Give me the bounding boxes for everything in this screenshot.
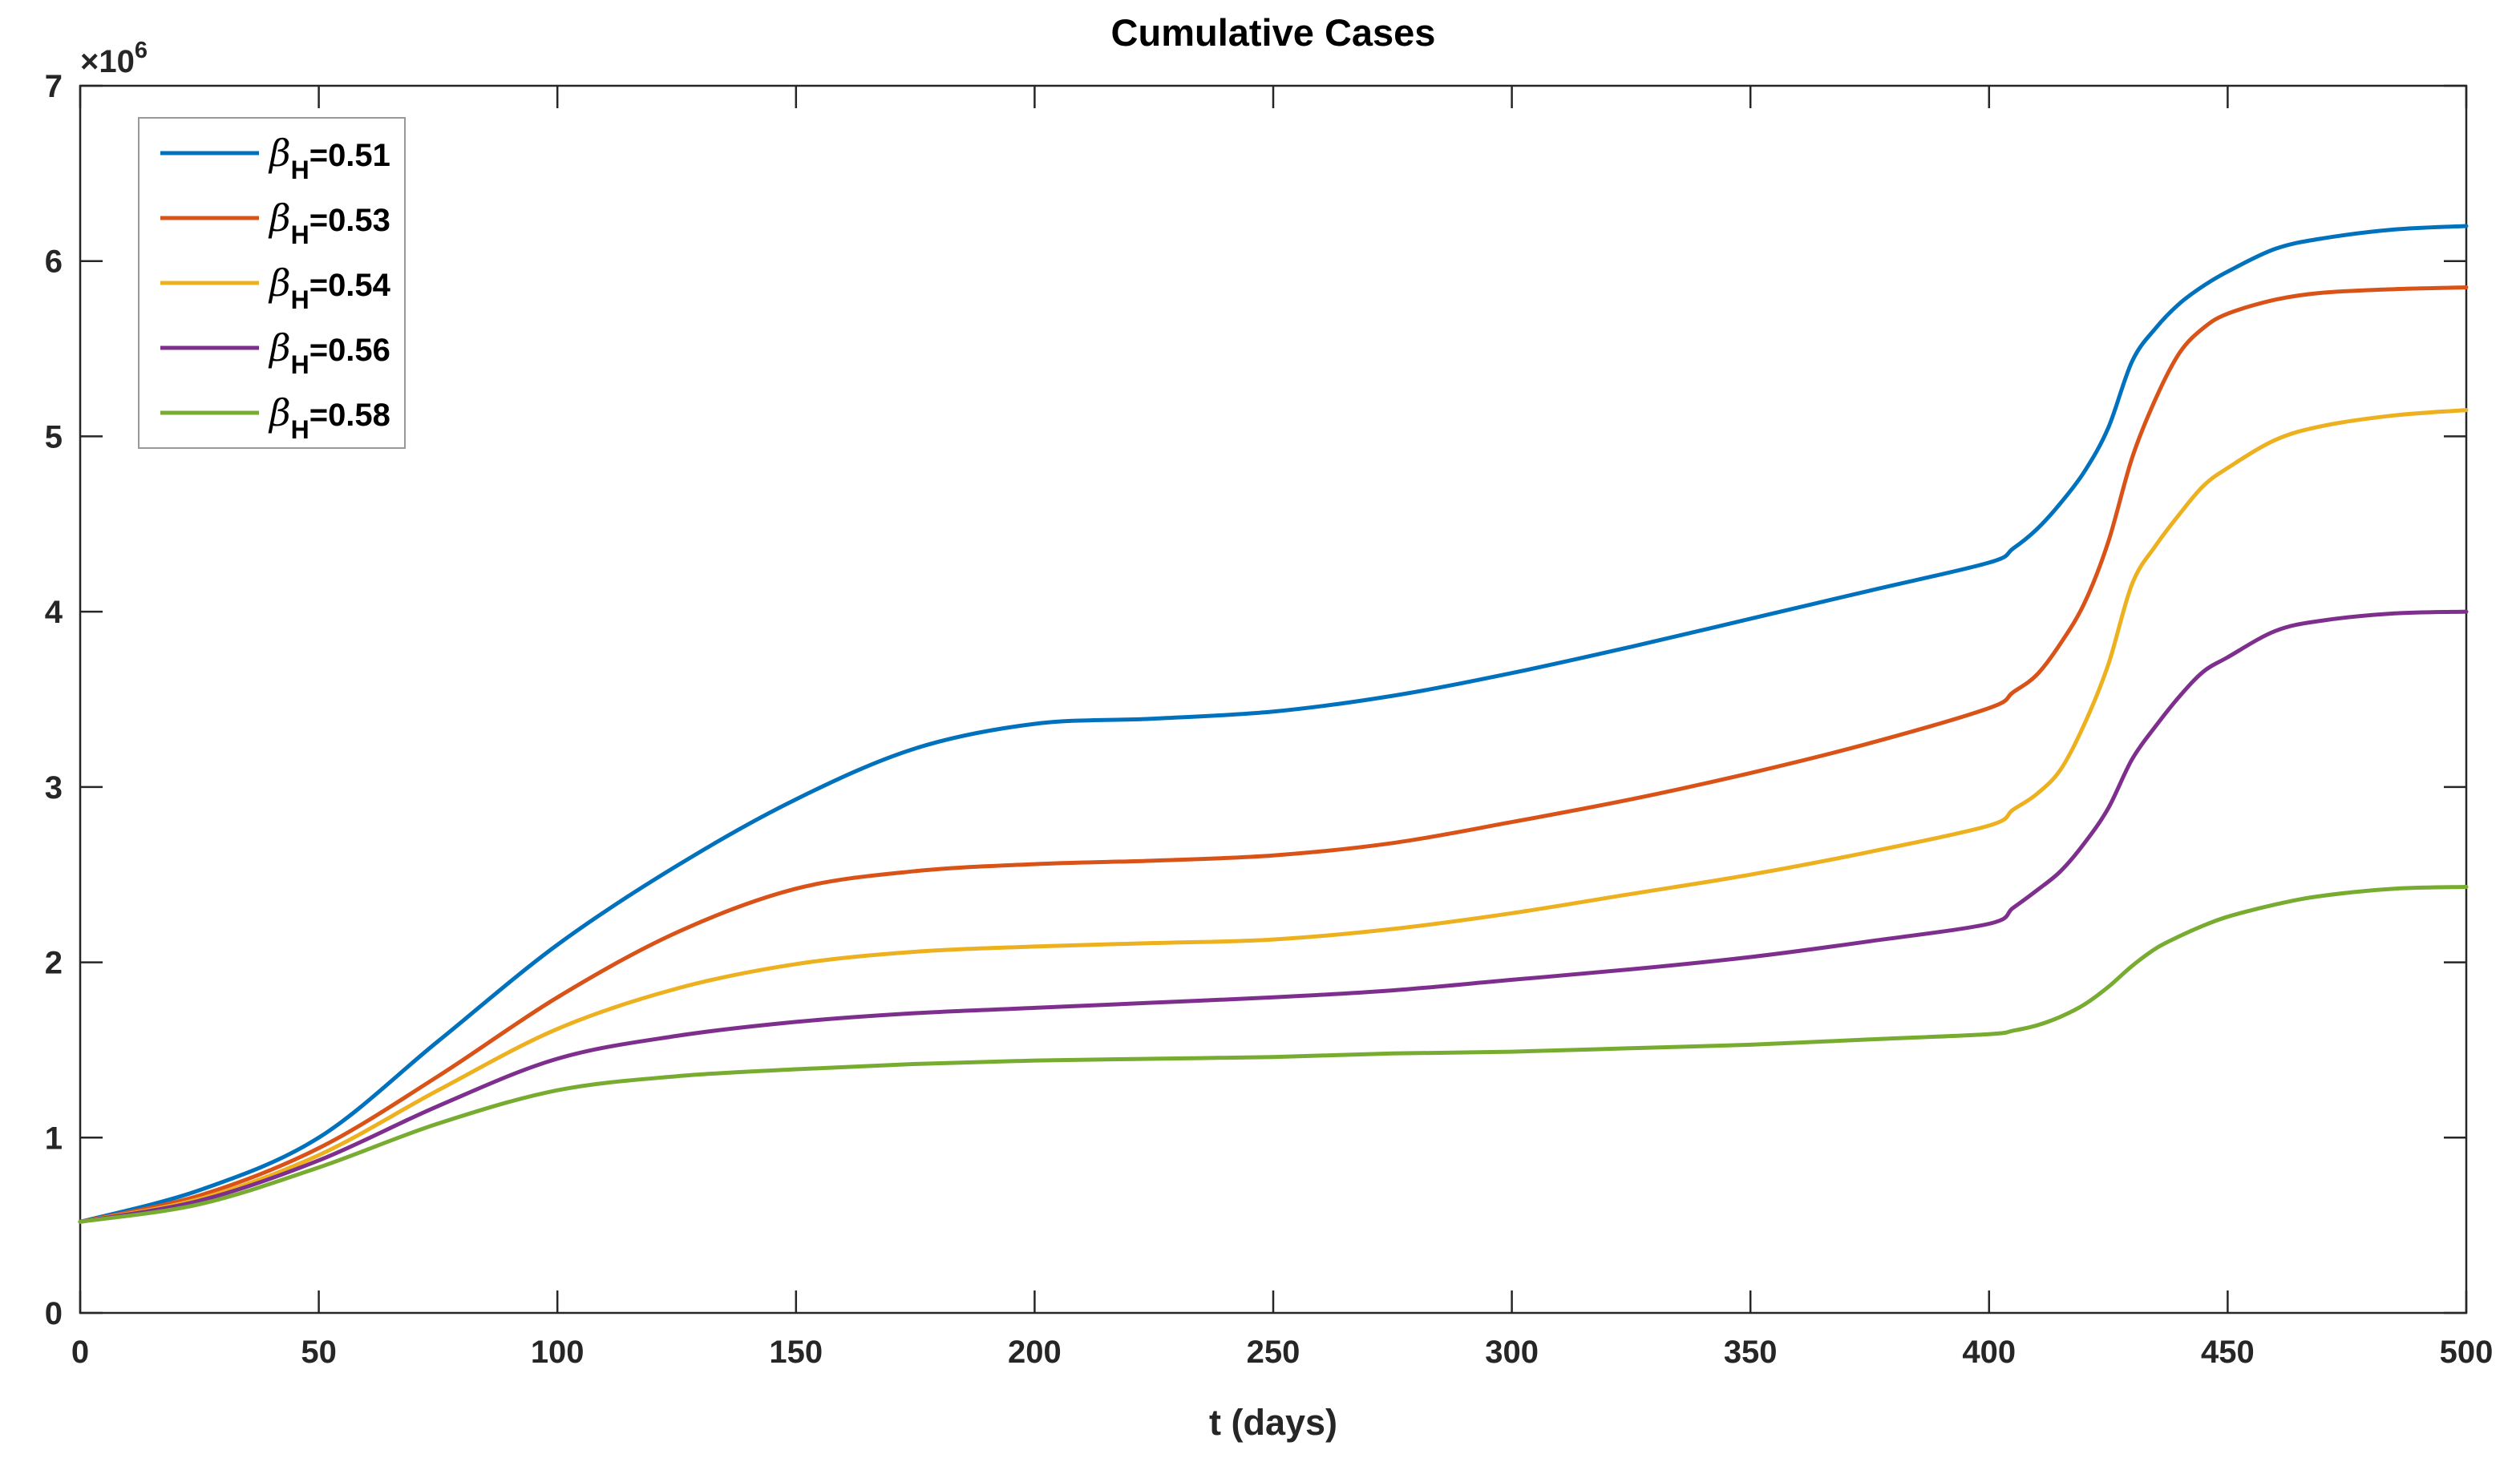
legend-subscript: H bbox=[291, 415, 309, 444]
x-tick-label: 250 bbox=[1247, 1335, 1300, 1370]
y-tick-label: 6 bbox=[45, 244, 63, 280]
legend-label: βH=0.53 bbox=[268, 196, 390, 249]
legend-value: =0.58 bbox=[309, 398, 390, 433]
series-line-beta_H=0.53 bbox=[78, 285, 2469, 1224]
legend-label: βH=0.58 bbox=[268, 391, 390, 444]
legend-value: =0.53 bbox=[309, 203, 390, 238]
legend-item: βH=0.56 bbox=[160, 326, 390, 379]
x-tick-label: 50 bbox=[301, 1335, 337, 1370]
legend-beta-symbol: β bbox=[268, 326, 291, 370]
x-tick-label: 500 bbox=[2440, 1335, 2494, 1370]
legend-beta-symbol: β bbox=[268, 131, 291, 175]
y-axis-exponent-label: ×106 bbox=[80, 38, 148, 79]
legend-item: βH=0.58 bbox=[160, 391, 390, 444]
legend-value: =0.54 bbox=[309, 268, 391, 303]
legend-item: βH=0.53 bbox=[160, 196, 390, 249]
x-tick-label: 100 bbox=[531, 1335, 584, 1370]
y-tick-label: 7 bbox=[45, 69, 63, 104]
legend-label: βH=0.56 bbox=[268, 326, 390, 379]
x-axis-ticks: 0 50 100 150 200 250 300 350 400 450 500 bbox=[71, 86, 2494, 1370]
y-tick-label: 2 bbox=[45, 946, 63, 981]
x-tick-label: 400 bbox=[1962, 1335, 2016, 1370]
series-line-beta_H=0.58 bbox=[78, 885, 2469, 1224]
legend-value: =0.56 bbox=[309, 333, 390, 368]
legend-label: βH=0.51 bbox=[268, 131, 390, 184]
legend-beta-symbol: β bbox=[268, 196, 291, 240]
plot-area bbox=[79, 84, 2468, 1315]
legend-subscript: H bbox=[291, 350, 309, 379]
y-tick-label: 3 bbox=[45, 770, 63, 806]
y-exponent-base: ×10 bbox=[80, 44, 135, 79]
legend-beta-symbol: β bbox=[268, 261, 291, 305]
series-line-beta_H=0.51 bbox=[78, 224, 2469, 1224]
series-lines bbox=[78, 224, 2469, 1224]
x-axis-label: t (days) bbox=[1209, 1402, 1337, 1443]
series-line-beta_H=0.54 bbox=[78, 408, 2469, 1224]
y-tick-label: 5 bbox=[45, 419, 63, 454]
series-line-beta_H=0.56 bbox=[78, 609, 2469, 1224]
legend-item: βH=0.51 bbox=[160, 131, 390, 184]
x-tick-label: 200 bbox=[1008, 1335, 1062, 1370]
legend-subscript: H bbox=[291, 220, 309, 249]
legend-beta-symbol: β bbox=[268, 391, 291, 434]
y-exponent-power: 6 bbox=[135, 38, 148, 63]
legend-subscript: H bbox=[291, 155, 309, 184]
x-tick-label: 450 bbox=[2201, 1335, 2255, 1370]
y-tick-label: 1 bbox=[45, 1121, 63, 1156]
legend-item: βH=0.54 bbox=[160, 261, 391, 314]
legend-subscript: H bbox=[291, 285, 309, 314]
x-tick-label: 0 bbox=[71, 1335, 89, 1370]
chart-title: Cumulative Cases bbox=[1111, 11, 1436, 54]
x-tick-label: 150 bbox=[769, 1335, 823, 1370]
legend-label: βH=0.54 bbox=[268, 261, 391, 314]
y-tick-label: 0 bbox=[45, 1296, 63, 1331]
y-tick-label: 4 bbox=[45, 595, 63, 630]
x-tick-label: 300 bbox=[1485, 1335, 1539, 1370]
legend-value: =0.51 bbox=[309, 138, 390, 173]
x-tick-label: 350 bbox=[1724, 1335, 1778, 1370]
y-axis-ticks: 0 1 2 3 4 5 6 7 bbox=[45, 69, 2466, 1331]
